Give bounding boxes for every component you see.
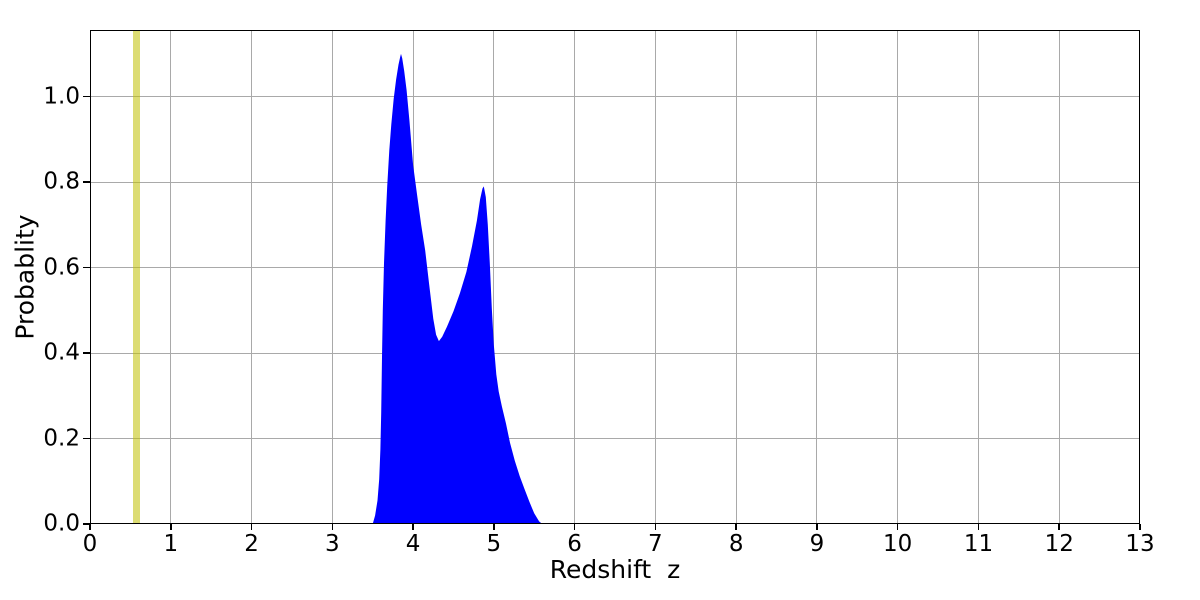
x-gridline (170, 30, 172, 524)
x-tick-mark (331, 524, 334, 530)
x-gridline (493, 30, 495, 524)
x-tick-label: 7 (648, 531, 663, 557)
x-tick-label: 6 (567, 531, 582, 557)
x-tick-label: 12 (1044, 531, 1074, 557)
x-tick-mark (1058, 524, 1061, 530)
y-tick-label: 0.8 (43, 168, 80, 195)
density-chart (372, 53, 543, 524)
x-gridline (251, 30, 253, 524)
x-gridline (1058, 30, 1060, 524)
x-tick-mark (654, 524, 657, 530)
y-tick-label: 0.2 (43, 425, 80, 452)
x-tick-mark (493, 524, 495, 530)
x-tick-label: 1 (163, 531, 179, 557)
y-tick-mark (83, 352, 90, 354)
y-gridline (90, 352, 1140, 354)
y-tick-mark (83, 437, 90, 440)
y-gridline (90, 438, 1140, 440)
y-tick-mark (83, 266, 90, 269)
x-tick-label: 3 (324, 531, 340, 557)
x-tick-mark (896, 524, 899, 530)
x-tick-label: 9 (809, 531, 825, 557)
x-tick-label: 10 (883, 531, 913, 557)
y-gridline (90, 96, 1140, 98)
x-tick-mark (1139, 524, 1141, 530)
y-tick-mark (83, 181, 90, 183)
x-tick-label: 2 (244, 531, 259, 557)
y-tick-mark (83, 95, 90, 98)
x-gridline (331, 30, 333, 524)
y-gridline (90, 267, 1140, 269)
density-area (372, 53, 543, 524)
x-tick-label: 11 (963, 531, 994, 557)
y-tick-label: 1.0 (43, 83, 80, 110)
y-gridline (90, 181, 1140, 183)
x-tick-mark (816, 524, 818, 530)
x-axis-label: Redshift z (549, 555, 681, 584)
y-tick-label: 0.0 (43, 510, 80, 537)
y-tick-label: 0.6 (43, 254, 80, 281)
x-tick-mark (169, 524, 172, 530)
x-gridline (574, 30, 576, 524)
x-tick-mark (250, 524, 253, 530)
y-tick-label: 0.4 (43, 339, 80, 366)
x-tick-mark (573, 524, 576, 530)
x-gridline (735, 30, 737, 524)
x-gridline (977, 30, 979, 524)
x-tick-mark (412, 524, 414, 530)
x-gridline (654, 30, 656, 524)
x-tick-label: 13 (1125, 531, 1155, 557)
x-tick-label: 5 (486, 531, 502, 557)
plot-area (90, 30, 1140, 524)
x-gridline (816, 30, 818, 524)
y-tick-mark (83, 523, 90, 525)
x-tick-mark (89, 524, 91, 530)
x-tick-mark (977, 524, 980, 530)
highlight-vspan (132, 30, 141, 524)
x-tick-label: 8 (728, 531, 744, 557)
x-tick-label: 0 (82, 531, 98, 557)
x-tick-label: 4 (405, 531, 421, 557)
x-gridline (897, 30, 899, 524)
x-tick-mark (735, 524, 737, 530)
